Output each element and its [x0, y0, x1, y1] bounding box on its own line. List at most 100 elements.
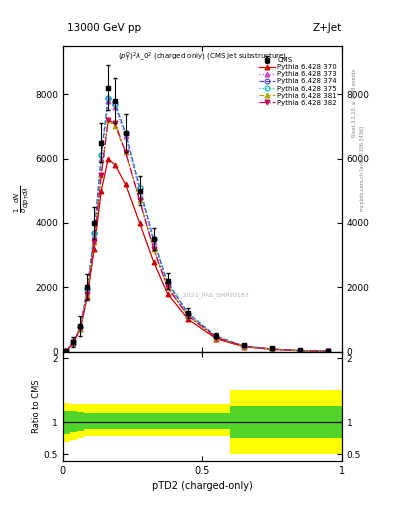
Y-axis label: Ratio to CMS: Ratio to CMS — [32, 379, 41, 433]
Pythia 6.428 382 — [71, 339, 76, 346]
Line: Pythia 6.428 382: Pythia 6.428 382 — [64, 118, 331, 354]
Pythia 6.428 381 — [92, 239, 97, 245]
Pythia 6.428 375 — [242, 343, 247, 349]
Pythia 6.428 373 — [165, 281, 170, 287]
Pythia 6.428 375 — [326, 348, 331, 354]
Pythia 6.428 370 — [326, 348, 331, 354]
Pythia 6.428 373 — [99, 156, 104, 162]
Pythia 6.428 370 — [78, 326, 83, 332]
Pythia 6.428 381 — [123, 149, 128, 155]
Pythia 6.428 374 — [214, 333, 219, 339]
Pythia 6.428 375 — [137, 184, 142, 190]
Pythia 6.428 373 — [123, 133, 128, 139]
Pythia 6.428 374 — [106, 95, 110, 101]
Pythia 6.428 370 — [214, 336, 219, 342]
Pythia 6.428 381 — [165, 284, 170, 290]
Pythia 6.428 375 — [106, 95, 110, 101]
Pythia 6.428 375 — [214, 333, 219, 339]
Pythia 6.428 375 — [71, 339, 76, 345]
Pythia 6.428 381 — [298, 348, 303, 354]
Pythia 6.428 374 — [64, 348, 69, 354]
Pythia 6.428 373 — [214, 334, 219, 340]
Pythia 6.428 374 — [92, 229, 97, 236]
Pythia 6.428 373 — [85, 287, 90, 293]
Pythia 6.428 370 — [123, 181, 128, 187]
Text: mcplots.cern.ch [arXiv:1306.3436]: mcplots.cern.ch [arXiv:1306.3436] — [360, 126, 365, 211]
Pythia 6.428 381 — [242, 343, 247, 349]
Pythia 6.428 370 — [242, 344, 247, 350]
Pythia 6.428 381 — [186, 313, 191, 319]
Pythia 6.428 374 — [298, 348, 303, 354]
Pythia 6.428 373 — [106, 98, 110, 104]
Pythia 6.428 375 — [151, 236, 156, 242]
Pythia 6.428 382 — [137, 198, 142, 204]
Pythia 6.428 374 — [123, 130, 128, 136]
Y-axis label: $\frac{1}{\sigma}\frac{dN}{dp_T d\lambda}$: $\frac{1}{\sigma}\frac{dN}{dp_T d\lambda… — [13, 185, 32, 212]
Pythia 6.428 370 — [165, 291, 170, 297]
Line: Pythia 6.428 370: Pythia 6.428 370 — [64, 156, 331, 354]
Text: Rivet 3.1.10, ≥ 2.6M events: Rivet 3.1.10, ≥ 2.6M events — [352, 68, 357, 137]
Line: Pythia 6.428 373: Pythia 6.428 373 — [64, 98, 331, 354]
Pythia 6.428 370 — [92, 246, 97, 252]
Line: Pythia 6.428 381: Pythia 6.428 381 — [64, 118, 331, 354]
Pythia 6.428 375 — [298, 348, 303, 354]
Pythia 6.428 373 — [186, 312, 191, 318]
Pythia 6.428 382 — [165, 284, 170, 290]
Pythia 6.428 374 — [85, 286, 90, 292]
Pythia 6.428 375 — [123, 130, 128, 136]
Pythia 6.428 382 — [78, 326, 83, 332]
Pythia 6.428 382 — [64, 348, 69, 354]
Pythia 6.428 375 — [78, 324, 83, 330]
Pythia 6.428 382 — [242, 343, 247, 349]
Pythia 6.428 370 — [85, 294, 90, 300]
Pythia 6.428 374 — [78, 324, 83, 330]
Legend: CMS, Pythia 6.428 370, Pythia 6.428 373, Pythia 6.428 374, Pythia 6.428 375, Pyt: CMS, Pythia 6.428 370, Pythia 6.428 373,… — [258, 56, 338, 107]
Text: Z+Jet: Z+Jet — [313, 23, 342, 33]
Pythia 6.428 374 — [270, 346, 275, 352]
Pythia 6.428 381 — [64, 348, 69, 354]
Pythia 6.428 382 — [85, 291, 90, 297]
Pythia 6.428 382 — [186, 313, 191, 319]
Pythia 6.428 374 — [113, 101, 118, 107]
Pythia 6.428 381 — [151, 246, 156, 252]
Pythia 6.428 373 — [64, 348, 69, 354]
Pythia 6.428 375 — [186, 311, 191, 317]
Pythia 6.428 370 — [106, 156, 110, 162]
Pythia 6.428 370 — [99, 188, 104, 194]
Pythia 6.428 370 — [137, 220, 142, 226]
Pythia 6.428 382 — [151, 246, 156, 252]
Pythia 6.428 382 — [270, 346, 275, 352]
Pythia 6.428 382 — [99, 172, 104, 178]
Pythia 6.428 375 — [85, 286, 90, 292]
Pythia 6.428 373 — [71, 339, 76, 346]
Pythia 6.428 373 — [137, 188, 142, 194]
Pythia 6.428 381 — [106, 117, 110, 123]
Pythia 6.428 373 — [326, 348, 331, 354]
Pythia 6.428 374 — [326, 348, 331, 354]
Pythia 6.428 374 — [186, 311, 191, 317]
Pythia 6.428 370 — [298, 348, 303, 354]
Pythia 6.428 381 — [113, 123, 118, 130]
Pythia 6.428 370 — [64, 348, 69, 354]
Pythia 6.428 375 — [113, 101, 118, 107]
Pythia 6.428 373 — [298, 348, 303, 354]
Pythia 6.428 373 — [113, 104, 118, 110]
Pythia 6.428 382 — [113, 120, 118, 126]
Pythia 6.428 381 — [137, 198, 142, 204]
Pythia 6.428 374 — [165, 280, 170, 286]
Pythia 6.428 381 — [270, 346, 275, 352]
Pythia 6.428 370 — [71, 339, 76, 346]
Pythia 6.428 381 — [99, 172, 104, 178]
Pythia 6.428 374 — [71, 339, 76, 345]
Pythia 6.428 381 — [71, 339, 76, 346]
Line: Pythia 6.428 375: Pythia 6.428 375 — [64, 95, 331, 354]
Text: 13000 GeV pp: 13000 GeV pp — [67, 23, 141, 33]
Pythia 6.428 374 — [99, 153, 104, 159]
Pythia 6.428 381 — [85, 291, 90, 297]
Pythia 6.428 370 — [186, 316, 191, 323]
Pythia 6.428 370 — [151, 259, 156, 265]
Pythia 6.428 370 — [270, 346, 275, 352]
Pythia 6.428 370 — [113, 162, 118, 168]
Pythia 6.428 375 — [92, 229, 97, 236]
Pythia 6.428 375 — [64, 348, 69, 354]
